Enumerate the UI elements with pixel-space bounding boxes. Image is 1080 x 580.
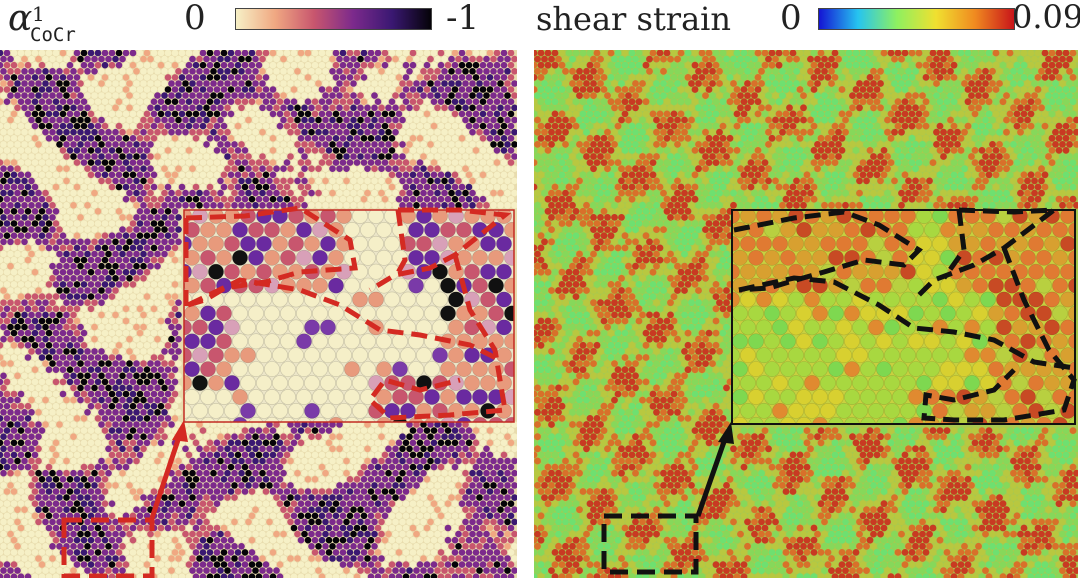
shear-strain-panel — [534, 50, 1078, 578]
shear-source-region-box — [601, 513, 699, 575]
right-colorbar-max-label: 0.09 — [1012, 0, 1080, 36]
alpha-domain-outline — [392, 209, 408, 280]
shear-domain-outline — [733, 209, 923, 293]
alpha-zoom-arrow — [149, 420, 188, 519]
alpha-source-region-box — [61, 517, 155, 578]
shear-inset — [731, 207, 1077, 425]
alpha-subscript: CoCr — [30, 24, 76, 46]
shear-strain-atom-map — [534, 50, 1078, 578]
alpha-atoms — [0, 50, 517, 578]
alpha-map-panel — [0, 50, 517, 578]
alpha-cocr-label: α — [8, 0, 32, 39]
shear-strain-colorbar — [818, 8, 1015, 30]
shear-strain-title: shear strain — [536, 0, 732, 38]
left-colorbar-max-label: -1 — [446, 0, 480, 38]
shear-inset-frame — [731, 209, 1076, 425]
alpha-inset-frame — [183, 209, 515, 423]
shear-domain-outline — [921, 247, 1077, 423]
alpha-colorbar — [235, 8, 432, 30]
shear-domain-outline — [941, 209, 967, 280]
right-colorbar-min-label: 0 — [780, 0, 802, 38]
alpha-domain-outline — [186, 277, 502, 363]
alpha-superscript: 1 — [32, 2, 45, 26]
alpha-domain-outline — [366, 254, 508, 421]
alpha-symbol: α — [8, 0, 33, 39]
alpha-atom-map — [0, 50, 517, 578]
left-colorbar-min-label: 0 — [184, 0, 206, 38]
shear-zoom-arrow — [695, 422, 734, 517]
shear-domain-outline — [738, 275, 1075, 371]
shear-atoms — [534, 50, 1078, 578]
alpha-inset — [183, 205, 515, 423]
